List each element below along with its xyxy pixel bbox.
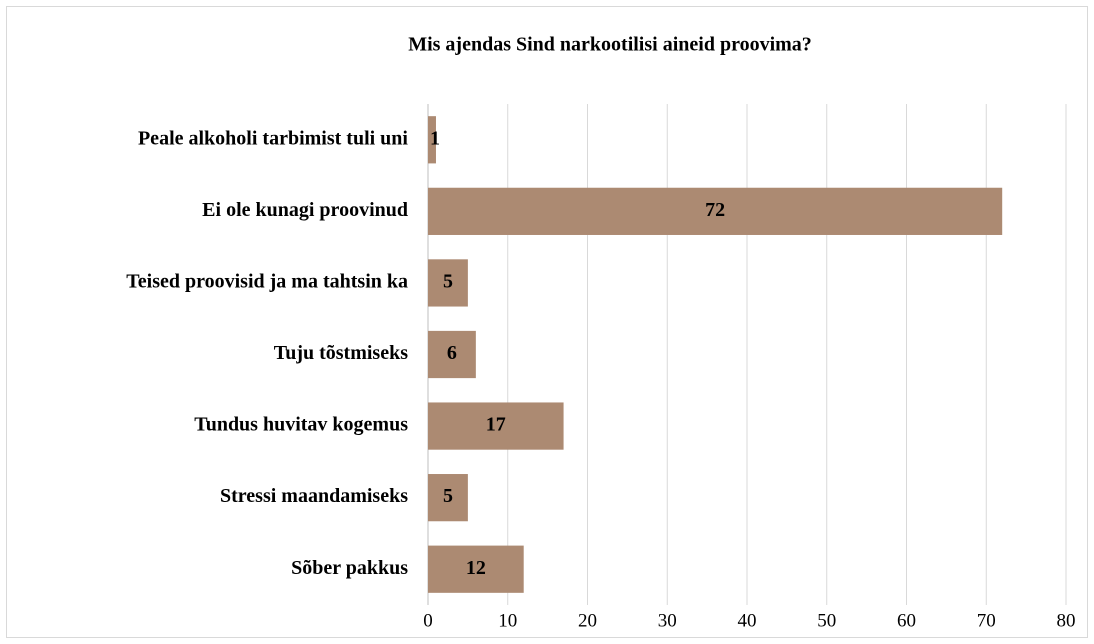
y-tick-label: Teised proovisid ja ma tahtsin ka [126,271,408,293]
data-label: 1 [430,127,440,149]
data-label: 17 [486,414,506,436]
x-tick-label: 40 [738,610,757,631]
bar [428,187,1003,235]
bar [428,330,476,379]
bar [428,259,468,307]
chart-border [6,6,1088,638]
y-tick-label: Tuju tõstmiseks [274,342,409,364]
y-tick-label: Peale alkoholi tarbimist tuli uni [138,127,408,149]
y-tick-label: Ei ole kunagi proovinud [202,199,408,221]
y-tick-label: Sõber pakkus [291,557,408,579]
data-label: 72 [705,199,725,221]
y-tick-label: Stressi maandamiseks [220,485,408,507]
x-tick-label: 80 [1057,610,1076,631]
bar [428,474,468,522]
bar [428,116,436,164]
x-tick-label: 50 [817,610,836,631]
chart-title: Mis ajendas Sind narkootilisi aineid pro… [408,34,812,56]
data-label: 12 [466,557,486,579]
bar [428,402,564,450]
x-tick-label: 10 [498,610,517,631]
y-tick-label: Tundus huvitav kogemus [194,414,408,436]
x-tick-label: 20 [578,610,597,631]
data-label: 6 [447,342,457,364]
data-label: 5 [443,271,453,293]
x-tick-label: 0 [423,610,433,631]
data-label: 5 [443,485,453,507]
x-tick-label: 70 [977,610,996,631]
bar [428,545,524,593]
x-tick-label: 30 [658,610,677,631]
x-tick-label: 60 [897,610,916,631]
